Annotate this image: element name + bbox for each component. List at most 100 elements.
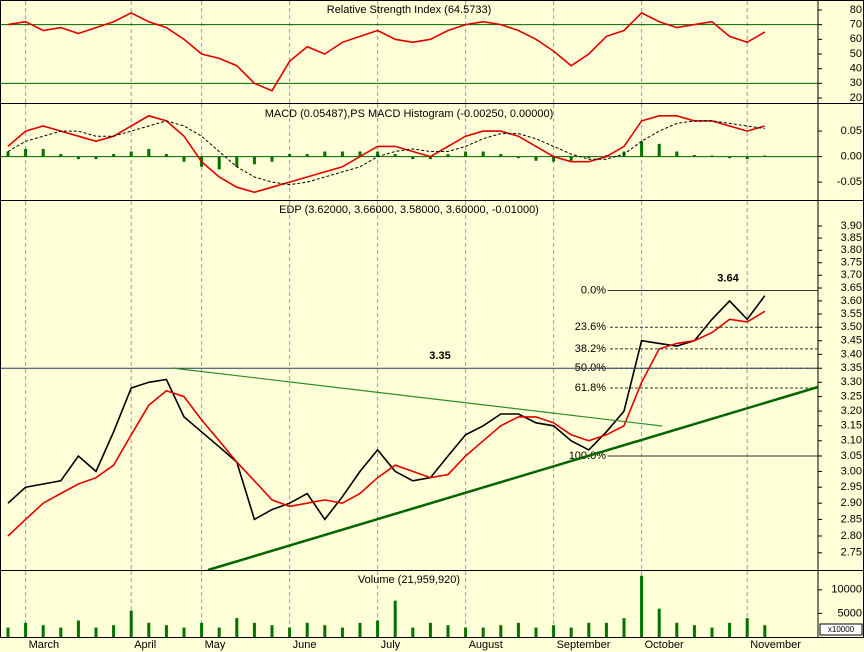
y-tick-label: 30	[850, 77, 862, 89]
y-tick-label: 3.70	[841, 269, 862, 281]
y-tick-label: 60	[850, 33, 862, 45]
bar	[323, 151, 327, 157]
bar	[147, 148, 151, 157]
y-tick-label: 10000	[831, 584, 862, 596]
y-tick-label: 3.80	[841, 244, 862, 256]
bar	[270, 156, 274, 162]
bar	[481, 151, 485, 157]
x-tick-label: June	[293, 639, 317, 651]
bar	[745, 156, 749, 160]
bar	[569, 156, 573, 161]
bar	[763, 155, 767, 157]
bar	[534, 627, 538, 637]
bar	[692, 155, 696, 157]
bar	[270, 625, 274, 637]
bar	[129, 151, 133, 157]
y-tick-label: -0.05	[837, 176, 862, 188]
bar	[235, 618, 239, 637]
y-tick-label: 3.25	[841, 390, 862, 402]
x-tick-label: March	[29, 639, 60, 651]
bar	[305, 622, 309, 637]
x-tick-label: July	[381, 639, 401, 651]
bar	[164, 154, 168, 157]
bar	[340, 151, 344, 157]
y-tick-label: 0.00	[841, 151, 862, 163]
bar	[252, 156, 256, 165]
panel-title: EDP (3.62000, 3.66000, 3.58000, 3.60000,…	[279, 204, 539, 216]
y-tick-label: 5000	[838, 607, 862, 619]
bar	[76, 156, 80, 160]
y-tick-label: 3.40	[841, 348, 862, 360]
bar	[288, 154, 292, 157]
bar	[217, 627, 221, 637]
y-tick-label: 40	[850, 63, 862, 75]
y-tick-label: 3.00	[841, 465, 862, 477]
bar	[76, 620, 80, 637]
y-tick-label: 2.90	[841, 497, 862, 509]
bar	[41, 148, 45, 157]
bar	[6, 151, 10, 157]
bar	[728, 622, 732, 637]
bar	[622, 618, 626, 637]
bar	[323, 625, 327, 637]
x-tick-label: October	[645, 639, 684, 651]
y-tick-label: 3.90	[841, 220, 862, 232]
annotation: 3.35	[429, 350, 450, 362]
bar	[376, 151, 380, 157]
bar	[411, 156, 415, 160]
y-tick-label: 3.05	[841, 450, 862, 462]
y-tick-label: 2.75	[841, 547, 862, 559]
y-tick-label: 0.05	[841, 125, 862, 137]
y-tick-label: 50	[850, 48, 862, 60]
bar	[182, 156, 186, 162]
bar	[340, 627, 344, 637]
bar	[428, 156, 432, 160]
unit-label: x10000	[828, 625, 855, 634]
bar	[464, 627, 468, 637]
series-line	[7, 310, 766, 537]
bar	[675, 151, 679, 157]
bar	[657, 143, 661, 157]
bar	[411, 627, 415, 637]
y-tick-label: 3.30	[841, 376, 862, 388]
y-tick-label: 3.65	[841, 282, 862, 294]
y-tick-label: 3.10	[841, 435, 862, 447]
bar	[94, 156, 98, 160]
trend-lines	[171, 367, 819, 572]
bar	[24, 148, 28, 157]
bar	[499, 154, 503, 157]
y-tick-label: 3.35	[841, 362, 862, 374]
bar	[552, 156, 556, 162]
fib-label: 23.6%	[575, 321, 606, 333]
x-tick-label: August	[469, 639, 503, 651]
trend-line	[207, 385, 819, 572]
bar	[24, 622, 28, 637]
bar	[428, 622, 432, 637]
bar	[569, 627, 573, 637]
series-line	[7, 295, 766, 521]
bar	[200, 622, 204, 637]
bar	[552, 625, 556, 637]
bar	[763, 625, 767, 637]
bar	[710, 627, 714, 637]
bar	[358, 151, 362, 157]
bar	[147, 622, 151, 637]
y-tick-label: 80	[850, 4, 862, 16]
y-tick-label: 70	[850, 19, 862, 31]
bar	[534, 156, 538, 161]
x-tick-label: November	[750, 639, 801, 651]
y-tick-label: 3.85	[841, 232, 862, 244]
bar	[446, 154, 450, 157]
y-tick-label: 2.85	[841, 513, 862, 525]
panel: 20 30 40 50 60 70 80 Relative Strength Index (6…	[0, 0, 864, 104]
bar	[112, 154, 116, 157]
bar	[376, 620, 380, 637]
bar	[393, 600, 397, 637]
bar	[587, 622, 591, 637]
bar	[516, 156, 520, 159]
bar	[446, 625, 450, 637]
bar	[393, 154, 397, 157]
bar	[41, 625, 45, 637]
